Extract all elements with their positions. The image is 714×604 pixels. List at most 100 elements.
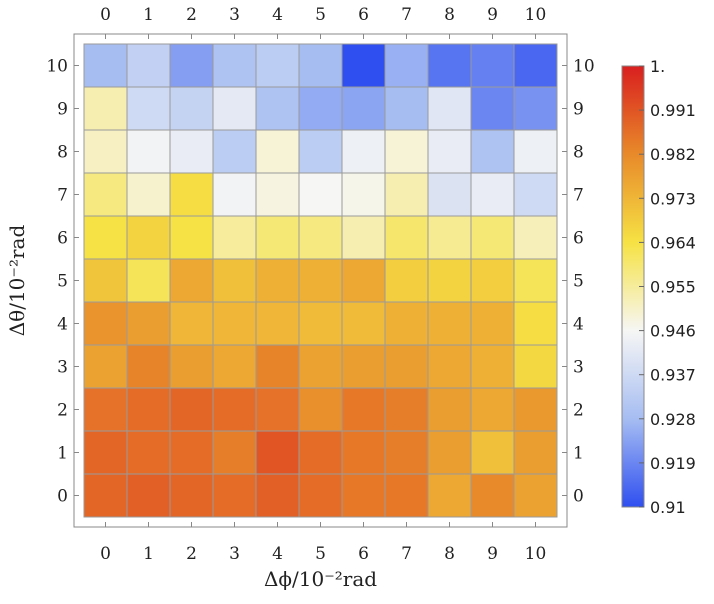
heatmap-cell xyxy=(298,473,343,518)
heatmap-cell xyxy=(427,86,472,131)
heatmap-cell xyxy=(513,430,558,475)
heatmap-cell xyxy=(255,387,300,432)
heatmap-cells xyxy=(83,43,558,518)
colorbar-tick-label: 0.964 xyxy=(650,233,696,252)
x-tick-label-top: 4 xyxy=(272,5,283,25)
colorbar-tick-label: 1. xyxy=(650,57,665,76)
y-tick-label: 4 xyxy=(57,315,68,335)
y-tick-label: 0 xyxy=(57,487,68,507)
heatmap-cell xyxy=(298,129,343,174)
heatmap-cell xyxy=(513,43,558,88)
heatmap-cell xyxy=(470,258,515,303)
heatmap-cell xyxy=(470,344,515,389)
heatmap-cell xyxy=(384,473,429,518)
heatmap-cell xyxy=(126,258,171,303)
y-tick-label: 10 xyxy=(46,57,68,77)
heatmap-cell xyxy=(341,215,386,260)
heatmap-cell xyxy=(169,430,214,475)
heatmap-cell xyxy=(212,129,257,174)
heatmap-cell xyxy=(126,129,171,174)
colorbar-tick-label: 0.928 xyxy=(650,410,696,429)
x-tick-label-top: 8 xyxy=(444,5,455,25)
heatmap-cell xyxy=(126,43,171,88)
heatmap-cell xyxy=(255,86,300,131)
heatmap-cell xyxy=(126,215,171,260)
heatmap-cell xyxy=(169,86,214,131)
x-axis-title: Δϕ/10⁻²rad xyxy=(264,567,377,591)
heatmap-cell xyxy=(470,430,515,475)
heatmap-cell xyxy=(470,473,515,518)
heatmap-cell xyxy=(427,215,472,260)
y-tick-label-right: 3 xyxy=(573,358,584,378)
heatmap-cell xyxy=(513,473,558,518)
heatmap-cell xyxy=(212,301,257,346)
heatmap-cell xyxy=(427,473,472,518)
y-tick-label: 2 xyxy=(57,401,68,421)
y-tick-label: 3 xyxy=(57,358,68,378)
y-axis-title: Δθ/10⁻²rad xyxy=(5,225,29,337)
heatmap-cell xyxy=(255,473,300,518)
heatmap-cell xyxy=(126,387,171,432)
heatmap-cell xyxy=(298,43,343,88)
heatmap-cell xyxy=(126,344,171,389)
heatmap-cell xyxy=(83,430,128,475)
heatmap-cell xyxy=(427,129,472,174)
y-tick-label-right: 5 xyxy=(573,272,584,292)
heatmap-cell xyxy=(298,86,343,131)
heatmap-cell xyxy=(126,473,171,518)
heatmap-cell xyxy=(169,43,214,88)
heatmap-cell xyxy=(384,344,429,389)
tick-labels: 0 0 1 1 2 2 3 3 4 4 5 5 6 6 7 7 8 8 9 9 10 10 0 0 1 1 2 2 3 3 4 4 5 5 6 6 7 7… xyxy=(46,5,594,564)
x-tick-label-top: 6 xyxy=(358,5,369,25)
heatmap-cell xyxy=(83,172,128,217)
y-tick-label-right: 6 xyxy=(573,229,584,249)
heatmap-cell xyxy=(427,344,472,389)
heatmap-cell xyxy=(341,430,386,475)
heatmap-cell xyxy=(255,430,300,475)
heatmap-cell xyxy=(126,172,171,217)
heatmap-cell xyxy=(212,172,257,217)
heatmap-cell xyxy=(83,258,128,303)
colorbar-tick-label: 0.91 xyxy=(650,498,686,517)
y-tick-label-right: 2 xyxy=(573,401,584,421)
heatmap-cell xyxy=(169,215,214,260)
heatmap-cell xyxy=(255,43,300,88)
heatmap-cell xyxy=(255,215,300,260)
heatmap-cell xyxy=(341,344,386,389)
y-tick-label-right: 0 xyxy=(573,487,584,507)
y-tick-label-right: 10 xyxy=(573,57,595,77)
heatmap-cell xyxy=(513,387,558,432)
y-tick-label: 1 xyxy=(57,444,68,464)
heatmap-cell xyxy=(255,258,300,303)
heatmap-cell xyxy=(341,258,386,303)
heatmap-cell xyxy=(341,43,386,88)
y-tick-label: 7 xyxy=(57,186,68,206)
x-tick-label: 10 xyxy=(525,544,547,564)
heatmap-cell xyxy=(83,43,128,88)
x-tick-label: 5 xyxy=(315,544,326,564)
colorbar-tick-label: 0.946 xyxy=(650,322,696,341)
x-tick-label-top: 9 xyxy=(487,5,498,25)
heatmap-cell xyxy=(384,215,429,260)
heatmap-cell xyxy=(384,258,429,303)
heatmap-cell xyxy=(341,301,386,346)
heatmap-cell xyxy=(255,301,300,346)
x-tick-label: 6 xyxy=(358,544,369,564)
x-tick-label: 1 xyxy=(143,544,154,564)
heatmap-cell xyxy=(470,86,515,131)
heatmap-cell xyxy=(126,301,171,346)
x-tick-label: 9 xyxy=(487,544,498,564)
heatmap-cell xyxy=(298,387,343,432)
x-tick-label: 8 xyxy=(444,544,455,564)
colorbar-tick-label: 0.955 xyxy=(650,278,696,297)
heatmap-cell xyxy=(513,172,558,217)
heatmap-cell xyxy=(384,129,429,174)
heatmap-cell xyxy=(169,172,214,217)
colorbar-tick-label: 0.991 xyxy=(650,101,696,120)
tick-marks xyxy=(74,34,567,527)
heatmap-cell xyxy=(427,172,472,217)
heatmap-cell xyxy=(470,172,515,217)
heatmap-cell xyxy=(341,86,386,131)
